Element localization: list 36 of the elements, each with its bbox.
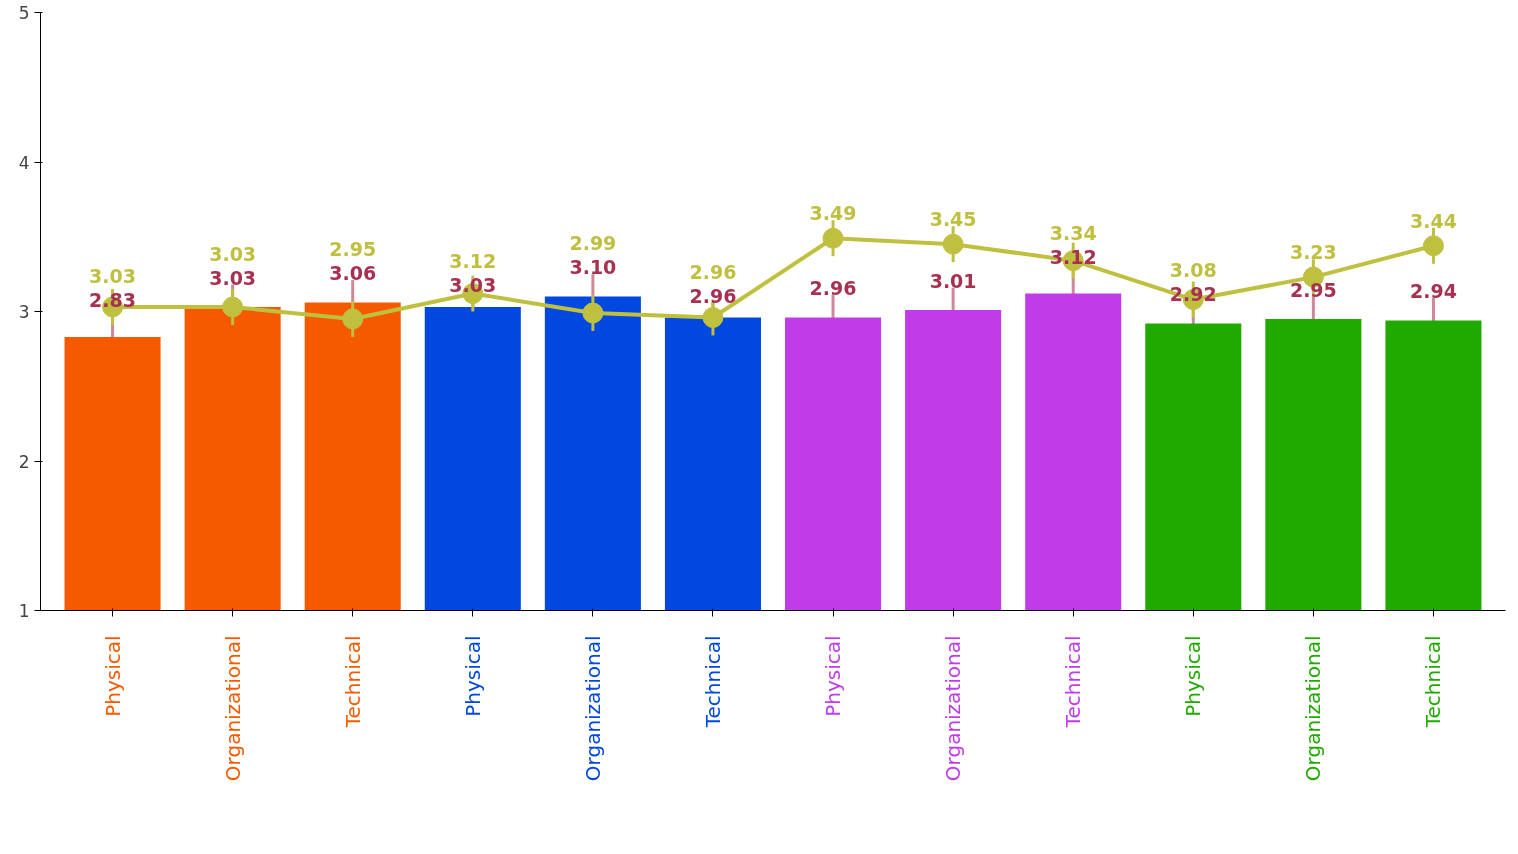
- data-label: 3.49: [809, 202, 857, 225]
- y-tick-label: 4: [18, 152, 30, 173]
- y-tick-label: 2: [18, 451, 30, 472]
- data-label: 3.44: [1410, 209, 1457, 232]
- y-tick-label: 3: [18, 302, 30, 322]
- data-label: 2.99: [569, 232, 617, 255]
- data-label: 3.06: [329, 262, 377, 285]
- x-tick-label: Physical: [460, 635, 485, 717]
- x-tick-label: Organizational: [941, 635, 966, 782]
- data-label: 3.34: [1049, 221, 1097, 244]
- data-label: 3.03: [209, 266, 257, 289]
- x-tick-label: Organizational: [580, 635, 605, 782]
- x-tick-label: Technical: [1061, 635, 1086, 729]
- x-tick-label: Technical: [1421, 635, 1446, 729]
- data-label: 3.08: [1169, 259, 1217, 282]
- y-tick-label: 1: [18, 601, 30, 621]
- data-label: 2.96: [689, 260, 737, 283]
- data-label: 3.03: [209, 242, 257, 265]
- data-label: 2.95: [329, 238, 377, 261]
- data-label: 3.45: [929, 208, 977, 231]
- data-label: 3.12: [449, 250, 497, 273]
- data-label: 3.01: [929, 269, 977, 292]
- x-tick-label: Technical: [340, 635, 365, 729]
- data-label: 2.96: [809, 277, 857, 300]
- x-tick-label: Technical: [700, 635, 725, 729]
- x-tick-label: Physical: [100, 635, 125, 717]
- data-label: 3.23: [1289, 241, 1337, 264]
- x-tick-label: Organizational: [220, 635, 245, 782]
- x-tick-label: Organizational: [1301, 635, 1326, 782]
- y-tick-label: 5: [18, 3, 30, 23]
- data-label: 2.96: [689, 284, 737, 307]
- x-tick-label: Physical: [1181, 635, 1206, 717]
- data-label: 3.03: [89, 265, 136, 288]
- data-label: 2.94: [1410, 280, 1457, 303]
- data-label: 3.10: [569, 256, 617, 279]
- x-tick-label: Physical: [821, 635, 846, 717]
